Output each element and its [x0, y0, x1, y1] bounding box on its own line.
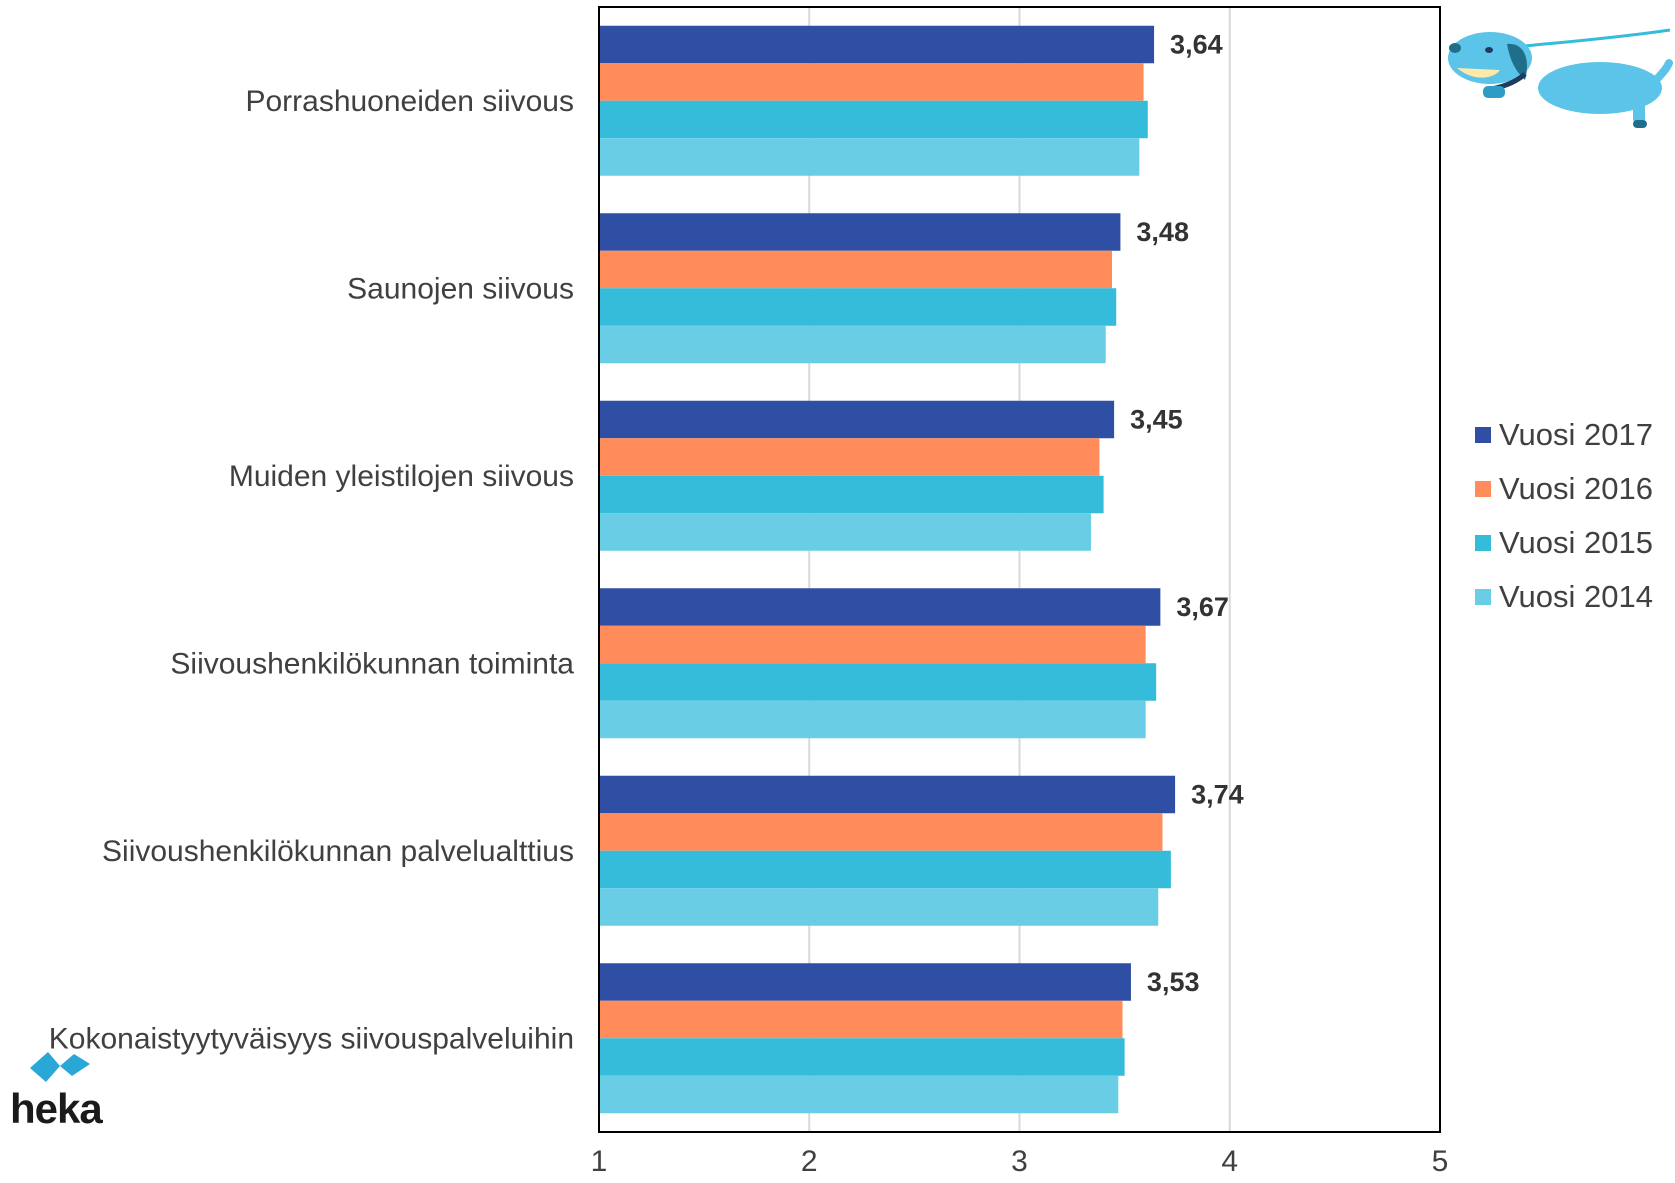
bar	[599, 700, 1146, 739]
bar	[599, 663, 1157, 701]
legend-label: Vuosi 2015	[1499, 525, 1653, 560]
legend-label: Vuosi 2016	[1499, 471, 1653, 506]
bar	[599, 1038, 1125, 1076]
bar	[599, 963, 1131, 1001]
legend-label: Vuosi 2017	[1499, 417, 1653, 452]
data-label: 3,67	[1176, 592, 1229, 622]
bar	[599, 250, 1113, 289]
bar	[599, 100, 1148, 139]
bar	[599, 63, 1144, 101]
bars	[599, 25, 1176, 1114]
x-tick-label: 4	[1221, 1145, 1238, 1178]
bar	[599, 625, 1146, 664]
bar	[599, 775, 1176, 814]
bar	[599, 850, 1171, 889]
x-axis-tick-labels: 1 2 3 4 5	[591, 1145, 1449, 1178]
legend-swatch	[1475, 481, 1491, 497]
gridlines	[808, 7, 1231, 1132]
bar	[599, 888, 1159, 926]
data-labels: 3,64 3,48 3,45 3,67 3,74 3,53	[1130, 30, 1244, 998]
bar	[599, 588, 1161, 626]
legend-item-2017: Vuosi 2017	[1475, 408, 1653, 462]
legend-item-2015: Vuosi 2015	[1475, 516, 1653, 570]
bar	[599, 25, 1155, 64]
bar	[599, 438, 1100, 476]
bar	[599, 813, 1163, 851]
bar	[599, 400, 1115, 439]
bar	[599, 288, 1117, 326]
bar	[599, 1075, 1119, 1114]
bar	[599, 138, 1140, 176]
legend-swatch	[1475, 427, 1491, 443]
x-tick-label: 3	[1011, 1145, 1028, 1178]
category-label: Porrashuoneiden siivous	[245, 85, 574, 118]
bar	[599, 213, 1121, 251]
bar	[599, 513, 1091, 551]
category-label: Siivoushenkilökunnan palvelualttius	[102, 835, 574, 868]
data-label: 3,74	[1191, 780, 1244, 810]
data-label: 3,53	[1147, 967, 1200, 997]
legend-swatch	[1475, 589, 1491, 605]
bar	[599, 325, 1106, 364]
legend-item-2016: Vuosi 2016	[1475, 462, 1653, 516]
legend-swatch	[1475, 535, 1491, 551]
heka-logo: heka	[10, 1052, 103, 1132]
category-label: Kokonaistyytyväisyys siivouspalveluihin	[49, 1022, 574, 1055]
bar	[599, 475, 1104, 514]
x-tick-label: 5	[1432, 1145, 1449, 1178]
legend-item-2014: Vuosi 2014	[1475, 570, 1653, 624]
plot-area-frame	[598, 6, 1441, 1133]
category-label: Siivoushenkilökunnan toiminta	[170, 647, 574, 680]
logo-text: heka	[10, 1085, 103, 1132]
dog-mascot-icon	[1445, 28, 1675, 143]
data-label: 3,48	[1136, 217, 1189, 247]
legend-label: Vuosi 2014	[1499, 579, 1653, 614]
data-label: 3,45	[1130, 405, 1183, 435]
heka-logo-icon	[30, 1052, 90, 1082]
x-tick-label: 1	[591, 1145, 608, 1178]
category-label: Muiden yleistilojen siivous	[229, 460, 574, 493]
x-tick-label: 2	[801, 1145, 818, 1178]
legend: Vuosi 2017 Vuosi 2016 Vuosi 2015 Vuosi 2…	[1475, 408, 1653, 624]
data-label: 3,64	[1170, 30, 1223, 60]
bar	[599, 1000, 1123, 1039]
category-label: Saunojen siivous	[347, 272, 574, 305]
category-labels: Porrashuoneiden siivous Saunojen siivous M…	[49, 85, 575, 1056]
